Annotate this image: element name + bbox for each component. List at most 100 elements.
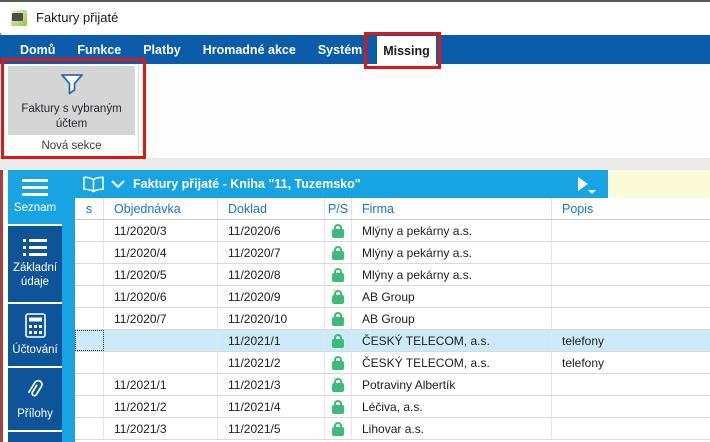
- cell-objednavka[interactable]: 11/2020/6: [104, 286, 218, 307]
- cell-s-focused[interactable]: [75, 330, 104, 351]
- menu-item-platby[interactable]: Platby: [143, 42, 181, 57]
- filter-icon: [60, 74, 83, 95]
- cell-doklad[interactable]: 11/2020/7: [218, 242, 325, 263]
- lock-icon: [332, 355, 344, 370]
- cell-ps[interactable]: [325, 352, 352, 373]
- cell-ps[interactable]: [325, 242, 352, 263]
- table-row[interactable]: 11/2021/1 11/2021/3 Potraviny Albertík: [75, 374, 710, 396]
- cell-doklad[interactable]: 11/2021/3: [218, 374, 325, 395]
- cell-firma[interactable]: Mlýny a pekárny a.s.: [352, 264, 552, 285]
- table-row[interactable]: 11/2020/3 11/2020/6 Mlýny a pekárny a.s.: [75, 220, 710, 242]
- cell-s[interactable]: [75, 264, 104, 285]
- cell-popis[interactable]: [552, 396, 710, 417]
- table-row[interactable]: 11/2021/2 ČESKÝ TELECOM, a.s. telefony: [75, 352, 710, 374]
- cell-firma[interactable]: Lihovar a.s.: [352, 418, 552, 439]
- column-header-objednavka[interactable]: Objednávka: [104, 198, 218, 219]
- column-headers: s Objednávka Doklad P/S Firma Popis: [75, 198, 710, 220]
- cell-doklad[interactable]: 11/2021/5: [218, 418, 325, 439]
- cell-doklad[interactable]: 11/2020/8: [218, 264, 325, 285]
- cell-ps[interactable]: [325, 418, 352, 439]
- sidebar-item-prilohy[interactable]: Přílohy: [8, 368, 62, 430]
- column-header-popis[interactable]: Popis: [562, 201, 594, 216]
- column-header-firma[interactable]: Firma: [352, 198, 552, 219]
- cell-doklad[interactable]: 11/2020/10: [218, 308, 325, 329]
- cell-objednavka[interactable]: [104, 352, 218, 373]
- chevron-down-icon[interactable]: [111, 179, 125, 189]
- table-row[interactable]: 11/2020/6 11/2020/9 AB Group: [75, 286, 710, 308]
- cell-ps[interactable]: [325, 330, 352, 351]
- cell-objednavka[interactable]: [104, 330, 218, 351]
- cell-firma[interactable]: AB Group: [352, 308, 552, 329]
- table-row[interactable]: 11/2020/7 11/2020/10 AB Group: [75, 308, 710, 330]
- cell-s[interactable]: [75, 220, 104, 241]
- menu-item-domu[interactable]: Domů: [20, 42, 56, 57]
- column-header-doklad[interactable]: Doklad: [218, 198, 325, 219]
- cell-objednavka[interactable]: 11/2021/3: [104, 418, 218, 439]
- caret-down-icon[interactable]: [588, 190, 596, 194]
- table-row[interactable]: 11/2021/3 11/2021/5 Lihovar a.s.: [75, 418, 710, 440]
- cell-popis[interactable]: [552, 286, 710, 307]
- cell-popis[interactable]: [552, 242, 710, 263]
- cell-objednavka[interactable]: 11/2020/7: [104, 308, 218, 329]
- cell-doklad[interactable]: 11/2020/9: [218, 286, 325, 307]
- cell-s[interactable]: [75, 308, 104, 329]
- menu-item-hromadne-akce[interactable]: Hromadné akce: [202, 42, 296, 57]
- column-header-s[interactable]: s: [75, 198, 104, 219]
- cell-objednavka[interactable]: 11/2021/1: [104, 374, 218, 395]
- sidebar-item-zakladni-udaje[interactable]: Základní údaje: [8, 226, 62, 302]
- calculator-icon: [24, 312, 46, 338]
- cell-firma[interactable]: Mlýny a pekárny a.s.: [352, 220, 552, 241]
- title-bar: Faktury přijaté: [0, 2, 710, 33]
- cell-firma[interactable]: Potraviny Albertík: [352, 374, 552, 395]
- filter-invoices-button[interactable]: Faktury s vybraným účtem: [8, 66, 135, 135]
- table-body: 11/2020/3 11/2020/6 Mlýny a pekárny a.s.…: [75, 220, 710, 440]
- play-icon[interactable]: [578, 177, 588, 191]
- paperclip-icon: [28, 379, 43, 397]
- cell-popis[interactable]: [552, 374, 710, 395]
- cell-doklad[interactable]: 11/2020/6: [218, 220, 325, 241]
- cell-s[interactable]: [75, 374, 104, 395]
- cell-objednavka[interactable]: 11/2021/2: [104, 396, 218, 417]
- cell-s[interactable]: [75, 286, 104, 307]
- cell-s[interactable]: [75, 396, 104, 417]
- cell-firma[interactable]: AB Group: [352, 286, 552, 307]
- table-row[interactable]: 11/2020/5 11/2020/8 Mlýny a pekárny a.s.: [75, 264, 710, 286]
- cell-popis[interactable]: [552, 220, 710, 241]
- cell-doklad[interactable]: 11/2021/1: [218, 330, 325, 351]
- cell-ps[interactable]: [325, 264, 352, 285]
- menu-item-missing[interactable]: Missing: [377, 36, 436, 66]
- column-header-ps[interactable]: P/S: [325, 198, 352, 219]
- cell-ps[interactable]: [325, 220, 352, 241]
- cell-ps[interactable]: [325, 374, 352, 395]
- cell-objednavka[interactable]: 11/2020/4: [104, 242, 218, 263]
- cell-objednavka[interactable]: 11/2020/5: [104, 264, 218, 285]
- cell-ps[interactable]: [325, 396, 352, 417]
- cell-s[interactable]: [75, 352, 104, 373]
- table-row[interactable]: 11/2021/2 11/2021/4 Léčiva, a.s.: [75, 396, 710, 418]
- cell-popis[interactable]: telefony: [562, 333, 605, 348]
- table-row-selected[interactable]: 11/2021/1 ČESKÝ TELECOM, a.s. telefony: [75, 330, 710, 352]
- cell-doklad[interactable]: 11/2021/2: [218, 352, 325, 373]
- cell-doklad[interactable]: 11/2021/4: [218, 396, 325, 417]
- cell-s[interactable]: [75, 418, 104, 439]
- sidebar-splitter[interactable]: [62, 170, 75, 442]
- menu-item-funkce[interactable]: Funkce: [77, 42, 122, 57]
- cell-objednavka[interactable]: 11/2020/3: [104, 220, 218, 241]
- sidebar-item-uctovani[interactable]: Účtování: [8, 304, 62, 366]
- quick-search-input[interactable]: [608, 170, 710, 198]
- sidebar-item-seznam[interactable]: Seznam: [8, 170, 62, 224]
- table-row[interactable]: 11/2020/4 11/2020/7 Mlýny a pekárny a.s.: [75, 242, 710, 264]
- menu-item-system[interactable]: Systém: [317, 42, 363, 57]
- cell-s[interactable]: [75, 242, 104, 263]
- cell-firma[interactable]: ČESKÝ TELECOM, a.s.: [352, 330, 552, 351]
- cell-ps[interactable]: [325, 308, 352, 329]
- cell-popis[interactable]: [552, 308, 710, 329]
- cell-firma[interactable]: ČESKÝ TELECOM, a.s.: [352, 352, 552, 373]
- cell-popis[interactable]: [552, 418, 710, 439]
- cell-firma[interactable]: Léčiva, a.s.: [352, 396, 552, 417]
- menu-lines-icon: [22, 178, 48, 196]
- cell-popis[interactable]: telefony: [562, 355, 605, 370]
- cell-firma[interactable]: Mlýny a pekárny a.s.: [352, 242, 552, 263]
- cell-popis[interactable]: [552, 264, 710, 285]
- cell-ps[interactable]: [325, 286, 352, 307]
